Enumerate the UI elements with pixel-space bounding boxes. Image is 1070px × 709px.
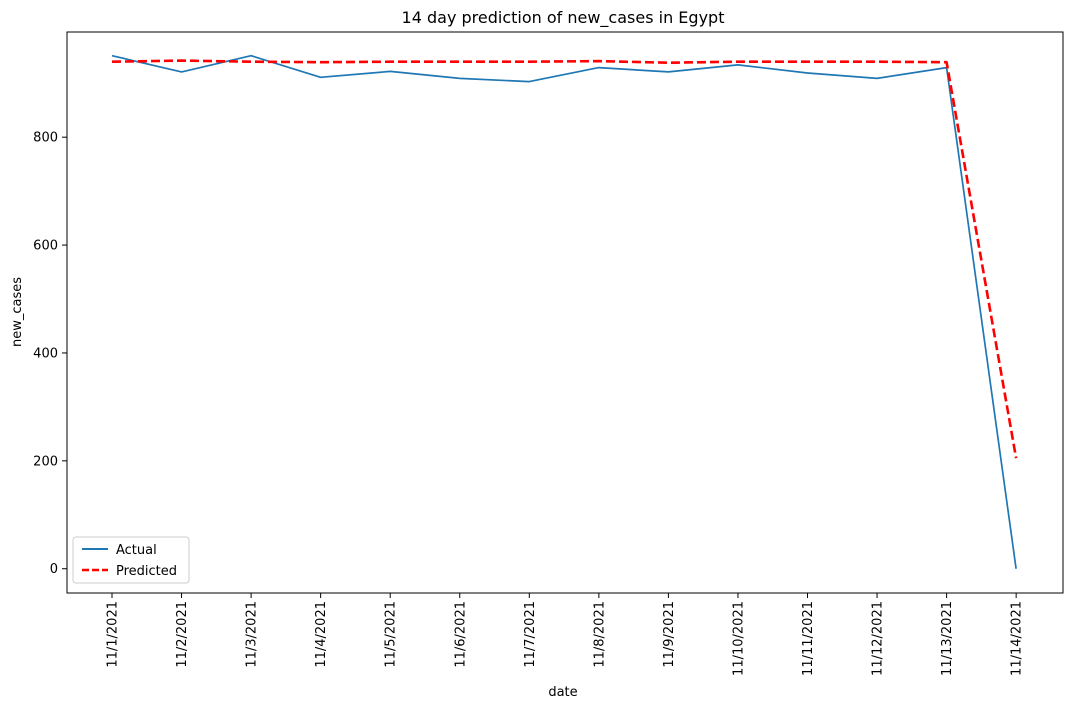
y-tick-label: 400 xyxy=(33,346,58,361)
x-tick-label: 11/13/2021 xyxy=(940,601,955,676)
x-axis-label: date xyxy=(548,685,577,700)
plot-area xyxy=(66,31,1064,594)
x-axis: 11/1/2021 11/2/2021 11/3/2021 11/4/2021 11/5… xyxy=(106,593,1025,676)
x-tick-label: 11/4/2021 xyxy=(314,601,329,668)
legend-label-predicted: Predicted xyxy=(116,564,177,579)
legend: Actual Predicted xyxy=(72,536,190,584)
x-tick-label: 11/2/2021 xyxy=(175,601,190,668)
y-tick-label: 0 xyxy=(50,562,58,577)
x-tick-label: 11/14/2021 xyxy=(1010,601,1025,676)
x-tick-label: 11/6/2021 xyxy=(453,601,468,668)
y-axis-label: new_cases xyxy=(10,277,25,347)
series-line-predicted xyxy=(111,59,1018,459)
x-tick-label: 11/12/2021 xyxy=(871,601,886,676)
y-tick-label: 800 xyxy=(33,131,58,146)
y-tick-label: 600 xyxy=(33,239,58,254)
series-layer xyxy=(111,54,1018,569)
x-tick-label: 11/3/2021 xyxy=(245,601,260,668)
x-tick-label: 11/11/2021 xyxy=(801,601,816,676)
y-tick-label: 200 xyxy=(33,454,58,469)
x-tick-label: 11/9/2021 xyxy=(662,601,677,668)
x-tick-label: 11/8/2021 xyxy=(592,601,607,668)
x-tick-label: 11/7/2021 xyxy=(523,601,538,668)
y-axis: 0 200 400 600 800 xyxy=(33,131,67,577)
x-tick-label: 11/5/2021 xyxy=(384,601,399,668)
x-tick-label: 11/10/2021 xyxy=(731,601,746,676)
x-tick-label: 11/1/2021 xyxy=(106,601,121,668)
series-line-actual xyxy=(111,54,1017,569)
legend-label-actual: Actual xyxy=(116,543,157,558)
chart-title: 14 day prediction of new_cases in Egypt xyxy=(402,8,725,28)
